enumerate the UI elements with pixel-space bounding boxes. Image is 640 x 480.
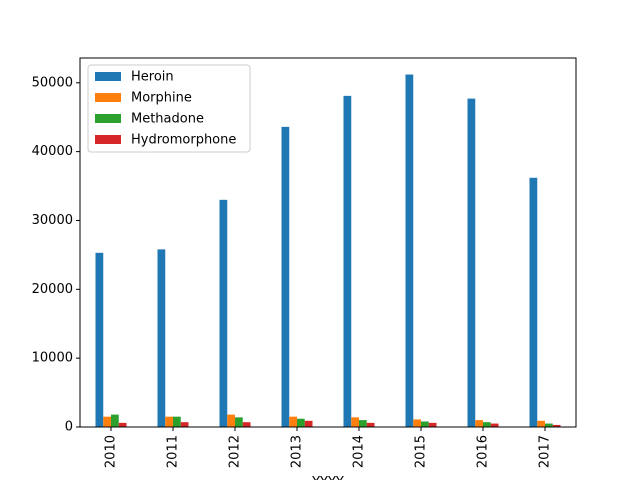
plot-frame xyxy=(79,57,577,428)
bar xyxy=(351,417,359,427)
bar xyxy=(297,418,305,427)
x-axis-label: YYYY xyxy=(311,475,344,480)
bar xyxy=(95,252,104,427)
bar xyxy=(529,177,538,427)
bar xyxy=(467,98,476,427)
bar xyxy=(483,422,491,427)
bar xyxy=(475,420,483,427)
x-tick-label: 2012 xyxy=(228,435,243,468)
x-tick-label: 2011 xyxy=(166,435,181,468)
bar xyxy=(343,95,352,428)
y-tick-label: 10000 xyxy=(32,351,73,366)
bar xyxy=(227,414,235,427)
bar xyxy=(413,419,421,427)
bar xyxy=(219,199,228,427)
y-tick-label: 0 xyxy=(65,420,73,435)
legend-box xyxy=(87,64,251,153)
legend-label: Heroin xyxy=(131,70,174,85)
bar xyxy=(366,422,375,427)
bar xyxy=(421,421,429,427)
bar xyxy=(490,423,499,427)
bar xyxy=(552,424,561,427)
bar xyxy=(289,416,297,427)
bar xyxy=(545,423,553,427)
legend-swatch xyxy=(95,72,121,81)
bar xyxy=(281,126,290,427)
y-tick-label: 20000 xyxy=(32,282,73,297)
legend-label: Hydromorphone xyxy=(131,133,236,148)
x-tick-label: 2016 xyxy=(476,435,491,468)
bar xyxy=(180,422,189,427)
x-tick-label: 2014 xyxy=(352,435,367,468)
bar xyxy=(165,416,173,427)
bar xyxy=(428,422,437,427)
legend-label: Methadone xyxy=(131,112,204,127)
x-tick-label: 2015 xyxy=(414,435,429,468)
legend-swatch xyxy=(95,135,121,144)
y-tick-label: 40000 xyxy=(32,144,73,159)
x-tick-label: 2013 xyxy=(290,435,305,468)
legend-label: Morphine xyxy=(131,91,192,106)
bar xyxy=(405,74,414,427)
bar xyxy=(118,422,127,427)
bar xyxy=(235,417,243,427)
bar xyxy=(359,420,367,427)
bar xyxy=(111,414,119,427)
bar xyxy=(242,422,251,427)
bar xyxy=(173,416,181,427)
x-tick-label: 2017 xyxy=(538,435,553,468)
y-tick-label: 30000 xyxy=(32,213,73,228)
bar xyxy=(304,420,313,427)
bar xyxy=(537,420,545,427)
y-tick-label: 50000 xyxy=(32,75,73,90)
bar xyxy=(103,416,111,427)
bar xyxy=(157,249,166,427)
legend-swatch xyxy=(95,93,121,102)
x-tick-label: 2010 xyxy=(104,435,119,468)
legend-swatch xyxy=(95,114,121,123)
